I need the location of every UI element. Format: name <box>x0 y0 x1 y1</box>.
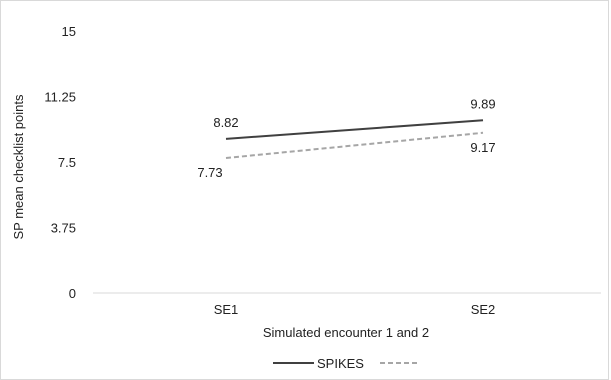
x-axis-title: Simulated encounter 1 and 2 <box>263 325 429 340</box>
data-labels: 8.82 9.89 7.73 9.17 <box>197 96 495 180</box>
series-line <box>225 131 484 159</box>
y-tick-label: 11.25 <box>44 90 76 105</box>
y-tick-label: 0 <box>69 286 76 301</box>
x-axis-ticks: SE1 SE2 <box>214 302 496 317</box>
series-lines <box>225 119 484 159</box>
data-label: 7.73 <box>197 165 222 180</box>
y-tick-label: 3.75 <box>51 221 76 236</box>
x-category-label: SE2 <box>471 302 496 317</box>
data-label: 9.17 <box>470 140 495 155</box>
y-axis-ticks: 0 3.75 7.5 11.25 15 <box>44 24 76 301</box>
data-label: 9.89 <box>470 96 495 111</box>
y-tick-label: 7.5 <box>58 155 76 170</box>
x-category-label: SE1 <box>214 302 239 317</box>
legend: SPIKES <box>273 356 420 371</box>
legend-label: SPIKES <box>317 356 364 368</box>
data-label: 8.82 <box>213 115 238 130</box>
y-tick-label: 15 <box>62 24 76 39</box>
y-axis-title: SP mean checklist points <box>11 94 26 239</box>
series-line <box>225 119 484 140</box>
